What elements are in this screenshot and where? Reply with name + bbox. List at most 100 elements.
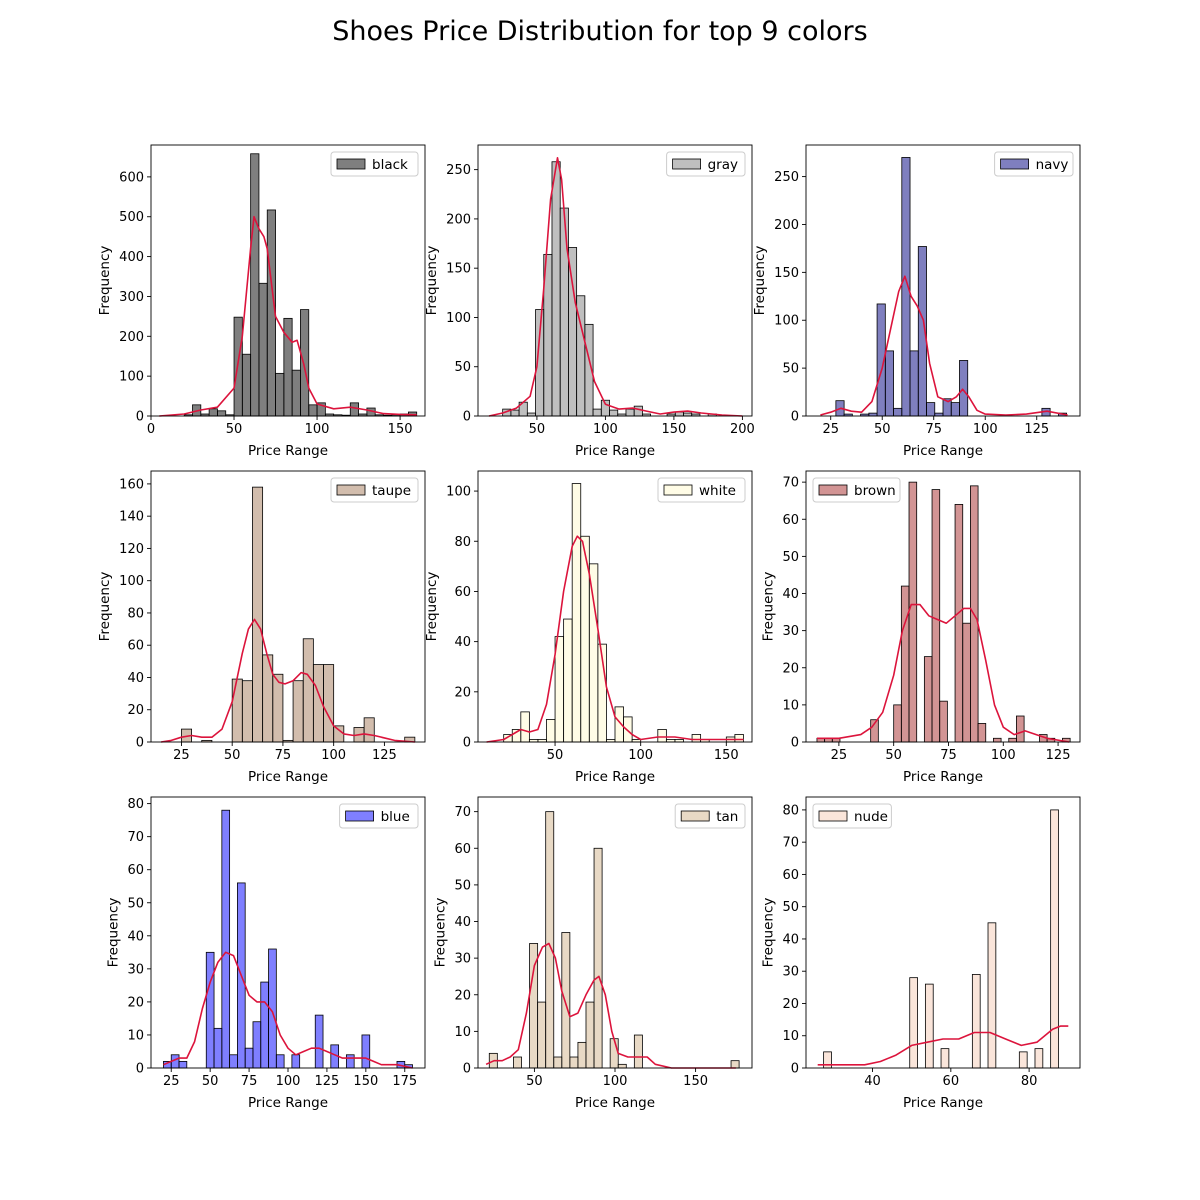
subplot-gray: 50 100 150 200 0 50 100 150 200 250 Price Range Fre… bbox=[424, 144, 755, 459]
y-tick-label: 20 bbox=[127, 995, 144, 1010]
y-tick-label: 40 bbox=[127, 671, 144, 686]
legend-swatch bbox=[336, 484, 366, 496]
histogram-bar bbox=[308, 404, 318, 417]
x-tick-label: 100 bbox=[321, 748, 346, 763]
y-tick-label: 150 bbox=[446, 262, 471, 277]
y-axis-label: Frequency bbox=[97, 572, 113, 642]
y-tick-label: 20 bbox=[782, 997, 799, 1012]
histogram-bar bbox=[323, 664, 335, 743]
histogram-bar bbox=[592, 408, 602, 417]
histogram-bar bbox=[993, 737, 1002, 743]
x-tick-label: 50 bbox=[202, 1074, 219, 1089]
axes-frame bbox=[150, 470, 426, 743]
x-tick-label: 50 bbox=[547, 748, 564, 763]
legend-box bbox=[674, 803, 746, 829]
kde-line bbox=[160, 618, 415, 743]
legend-swatch bbox=[345, 810, 375, 822]
legend-swatch bbox=[818, 810, 848, 822]
legend-swatch bbox=[818, 484, 848, 496]
x-tick-label: 25 bbox=[831, 748, 848, 763]
histogram-bar bbox=[252, 1021, 262, 1069]
subplot-taupe: 25 50 75 100 125 0 20 40 60 80 100 120 140 160 Price R… bbox=[97, 470, 426, 785]
y-tick-label: 200 bbox=[774, 218, 799, 233]
x-tick-label: 25 bbox=[173, 748, 190, 763]
y-axis-label: Frequency bbox=[760, 572, 776, 642]
y-tick-label: 0 bbox=[463, 1062, 471, 1077]
axes-frame bbox=[805, 470, 1081, 743]
kde-line bbox=[817, 603, 1070, 743]
histogram-bar bbox=[205, 951, 215, 1069]
histogram-bar bbox=[959, 360, 969, 417]
histogram-bar bbox=[260, 981, 269, 1069]
y-tick-label: 80 bbox=[454, 535, 471, 550]
x-tick-label: 150 bbox=[661, 422, 686, 437]
y-tick-label: 0 bbox=[136, 1062, 144, 1077]
x-tick-label: 0 bbox=[147, 422, 155, 437]
y-tick-label: 60 bbox=[454, 842, 471, 857]
y-tick-label: 500 bbox=[119, 210, 144, 225]
histogram-bar bbox=[926, 402, 936, 417]
histogram-bar bbox=[244, 1047, 254, 1069]
y-tick-label: 20 bbox=[127, 703, 144, 718]
y-axis-label: Frequency bbox=[432, 898, 448, 968]
histogram-bar bbox=[361, 1034, 371, 1069]
histogram-bar bbox=[730, 1060, 740, 1069]
y-tick-label: 100 bbox=[119, 370, 144, 385]
y-tick-label: 100 bbox=[446, 485, 471, 500]
x-tick-label: 50 bbox=[526, 1074, 543, 1089]
histogram-bar bbox=[633, 405, 643, 417]
legend: nude bbox=[812, 803, 892, 829]
y-tick-label: 0 bbox=[463, 410, 471, 425]
y-tick-label: 200 bbox=[446, 212, 471, 227]
axes-frame bbox=[477, 796, 753, 1069]
histogram-bar bbox=[931, 489, 941, 743]
legend-box bbox=[330, 477, 419, 503]
y-tick-label: 60 bbox=[782, 513, 799, 528]
legend: navy bbox=[994, 151, 1074, 177]
y-tick-label: 150 bbox=[774, 266, 799, 281]
y-tick-label: 10 bbox=[454, 1025, 471, 1040]
histogram-bar bbox=[987, 922, 997, 1069]
y-axis-label: Frequency bbox=[424, 572, 440, 642]
x-tick-label: 150 bbox=[388, 422, 413, 437]
histogram-bar bbox=[252, 486, 264, 743]
histogram-bar bbox=[241, 680, 253, 743]
x-tick-label: 50 bbox=[224, 748, 241, 763]
histogram-bar bbox=[734, 734, 744, 743]
histogram-bar bbox=[940, 1048, 950, 1069]
y-tick-label: 40 bbox=[454, 635, 471, 650]
histogram-bar bbox=[258, 282, 268, 417]
histogram-bar bbox=[291, 369, 301, 417]
histogram-bar bbox=[908, 481, 918, 743]
y-tick-label: 0 bbox=[463, 736, 471, 751]
histogram-bar bbox=[213, 1027, 223, 1069]
x-tick-label: 40 bbox=[864, 1074, 881, 1089]
legend-box bbox=[812, 803, 892, 829]
histogram-bar bbox=[568, 247, 578, 417]
histogram-bar bbox=[229, 1054, 238, 1069]
histogram-bar bbox=[537, 1001, 547, 1069]
y-tick-label: 120 bbox=[119, 542, 144, 557]
axes-frame bbox=[150, 796, 426, 1069]
x-tick-label: 150 bbox=[683, 1074, 708, 1089]
histogram-bar bbox=[208, 408, 218, 417]
y-tick-label: 20 bbox=[454, 685, 471, 700]
x-tick-label: 50 bbox=[874, 422, 891, 437]
histogram-bar bbox=[520, 711, 530, 743]
histogram-bar bbox=[178, 1060, 188, 1069]
axes-frame bbox=[477, 144, 753, 417]
histogram-bar bbox=[950, 402, 960, 417]
kde-line bbox=[486, 535, 744, 743]
y-axis-label: Frequency bbox=[760, 898, 776, 968]
y-tick-label: 50 bbox=[454, 878, 471, 893]
legend-box bbox=[994, 151, 1074, 177]
x-tick-label: 100 bbox=[305, 422, 330, 437]
legend-label: taupe bbox=[372, 483, 411, 499]
histogram-bar bbox=[884, 350, 894, 417]
histogram-bar bbox=[923, 656, 933, 743]
x-tick-label: 75 bbox=[925, 422, 942, 437]
x-axis-label: Price Range bbox=[575, 769, 655, 785]
y-tick-label: 160 bbox=[119, 477, 144, 492]
histogram-bar bbox=[909, 977, 918, 1069]
